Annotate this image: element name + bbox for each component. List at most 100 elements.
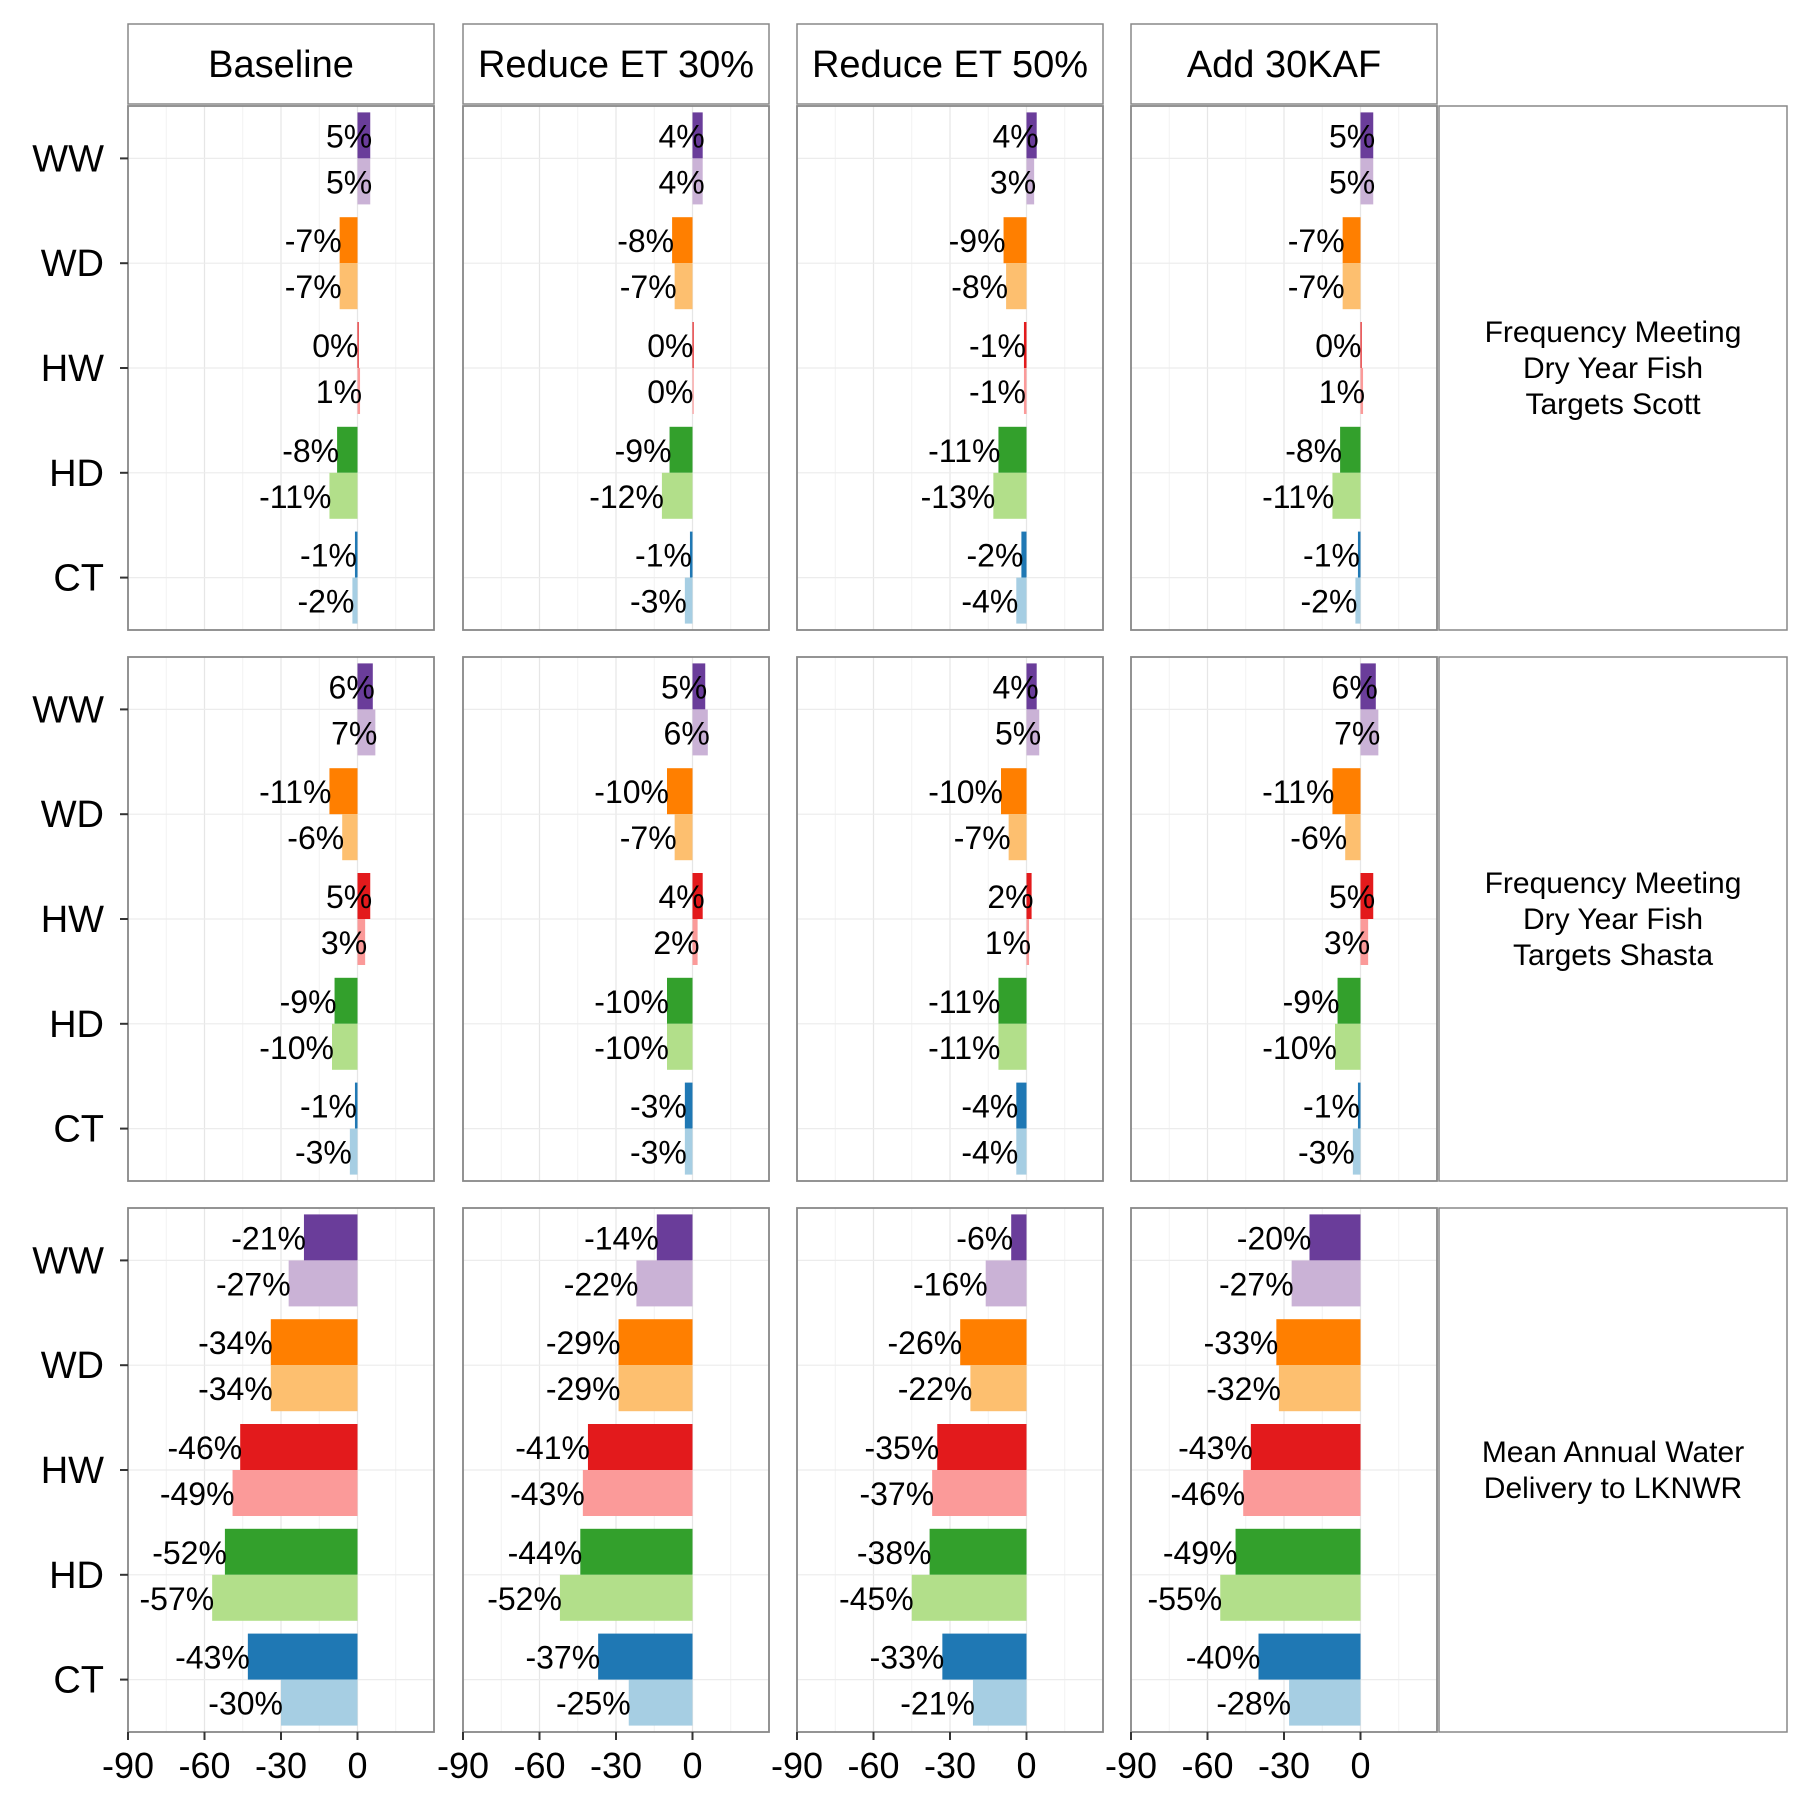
bar-ct-light [972, 1679, 1027, 1726]
bar-value-label: -25% [556, 1686, 631, 1722]
bar-wd-light [970, 1365, 1027, 1412]
x-tick-label: 0 [1350, 1745, 1370, 1786]
bar-ww-dark [1309, 1214, 1361, 1261]
row-label-line: Dry Year Fish [1523, 352, 1703, 385]
bar-value-label: -16% [913, 1266, 988, 1302]
bar-ct-dark [1258, 1633, 1361, 1680]
bar-hd-dark [998, 426, 1027, 473]
bar-wd-light [618, 1365, 693, 1412]
bar-value-label: 3% [1324, 925, 1370, 961]
bar-ct-light [1355, 577, 1361, 624]
bar-value-label: 5% [1329, 879, 1375, 915]
column-title: Baseline [208, 44, 354, 86]
bar-value-label: -8% [1285, 433, 1342, 469]
bar-ww-dark [357, 663, 373, 710]
row-label-line: Delivery to LKNWR [1484, 1472, 1742, 1505]
bar-ww-dark [656, 1214, 693, 1261]
bar-value-label: -3% [630, 584, 687, 620]
bar-value-label: -1% [969, 328, 1026, 364]
bar-value-label: -26% [887, 1325, 962, 1361]
bar-value-label: -37% [859, 1476, 934, 1512]
bar-hw-dark [1360, 873, 1374, 919]
bar-value-label: -55% [1148, 1581, 1223, 1617]
bar-value-label: -11% [1262, 774, 1334, 810]
bar-ct-light [684, 1128, 693, 1175]
bar-value-label: -28% [1216, 1686, 1291, 1722]
bar-value-label: -9% [1283, 984, 1340, 1020]
bar-hw-dark [1360, 322, 1362, 368]
bar-hd-dark [580, 1528, 693, 1575]
y-tick-label: CT [53, 1109, 104, 1151]
bar-value-label: -3% [1298, 1135, 1355, 1171]
bar-hd-dark [224, 1528, 358, 1575]
bar-value-label: 4% [658, 879, 704, 915]
bar-value-label: -11% [259, 479, 331, 515]
bar-wd-dark [1276, 1319, 1361, 1366]
bar-ww-dark [692, 112, 703, 159]
bar-ww-light [1291, 1260, 1361, 1307]
bar-wd-dark [667, 768, 693, 815]
bar-ww-light [288, 1260, 358, 1307]
x-tick-label: 0 [1016, 1745, 1036, 1786]
bar-ww-light [357, 709, 376, 756]
bar-value-label: -57% [139, 1581, 214, 1617]
bar-hw-dark [1026, 873, 1032, 919]
bar-hd-light [1220, 1574, 1361, 1621]
bar-value-label: -20% [1237, 1220, 1312, 1256]
y-tick-label: WW [32, 1240, 104, 1282]
bar-value-label: 4% [992, 669, 1038, 705]
bar-ct-light [1352, 1128, 1361, 1175]
bar-value-label: 5% [995, 715, 1041, 751]
x-tick-label: -90 [771, 1745, 823, 1786]
y-tick-label: HD [49, 1004, 104, 1046]
bar-value-label: -33% [1204, 1325, 1279, 1361]
bar-ct-dark [1016, 1082, 1027, 1129]
bar-value-label: -38% [857, 1535, 932, 1571]
bar-value-label: 5% [326, 118, 372, 154]
bar-value-label: 1% [1319, 374, 1365, 410]
column-title: Add 30KAF [1187, 44, 1381, 86]
bar-hd-dark [337, 426, 358, 473]
bar-ww-light [1026, 158, 1035, 205]
bar-ww-dark [357, 112, 371, 159]
bar-ct-light [1016, 577, 1027, 624]
x-tick-label: 0 [347, 1745, 367, 1786]
bar-value-label: 3% [990, 164, 1036, 200]
bar-value-label: -7% [954, 820, 1011, 856]
bar-hw-light [1026, 919, 1030, 965]
y-tick-label: HW [41, 1450, 104, 1492]
bar-hw-light [1023, 368, 1027, 414]
bar-value-label: -12% [589, 479, 664, 515]
bar-ct-dark [1357, 1082, 1361, 1129]
bar-hd-light [998, 1023, 1027, 1070]
x-tick-label: -90 [437, 1745, 489, 1786]
bar-value-label: -41% [515, 1430, 590, 1466]
bar-ct-dark [1357, 531, 1361, 578]
bar-value-label: -52% [152, 1535, 227, 1571]
x-tick-label: -60 [1181, 1745, 1233, 1786]
bar-hd-light [212, 1574, 358, 1621]
bar-hd-dark [1340, 426, 1361, 473]
bar-value-label: -22% [564, 1266, 639, 1302]
bar-value-label: -14% [584, 1220, 659, 1256]
bar-value-label: -9% [280, 984, 337, 1020]
bar-ww-dark [1360, 112, 1374, 159]
bar-hw-light [692, 368, 694, 414]
bar-value-label: -40% [1186, 1640, 1261, 1676]
bar-value-label: -10% [259, 1030, 334, 1066]
bar-ww-dark [1360, 663, 1376, 710]
bar-value-label: -37% [525, 1640, 600, 1676]
panel-border [796, 105, 1104, 631]
y-tick-label: HD [49, 1555, 104, 1597]
bar-value-label: -2% [1300, 584, 1357, 620]
bar-hd-dark [998, 977, 1027, 1024]
x-tick-label: -60 [513, 1745, 565, 1786]
y-tick-label: WW [32, 138, 104, 180]
bar-value-label: -4% [961, 1089, 1018, 1125]
bar-hw-light [932, 1470, 1027, 1516]
bar-wd-light [270, 1365, 358, 1412]
bar-value-label: -1% [635, 538, 692, 574]
column-strip [1130, 23, 1438, 105]
bar-value-label: -46% [167, 1430, 242, 1466]
